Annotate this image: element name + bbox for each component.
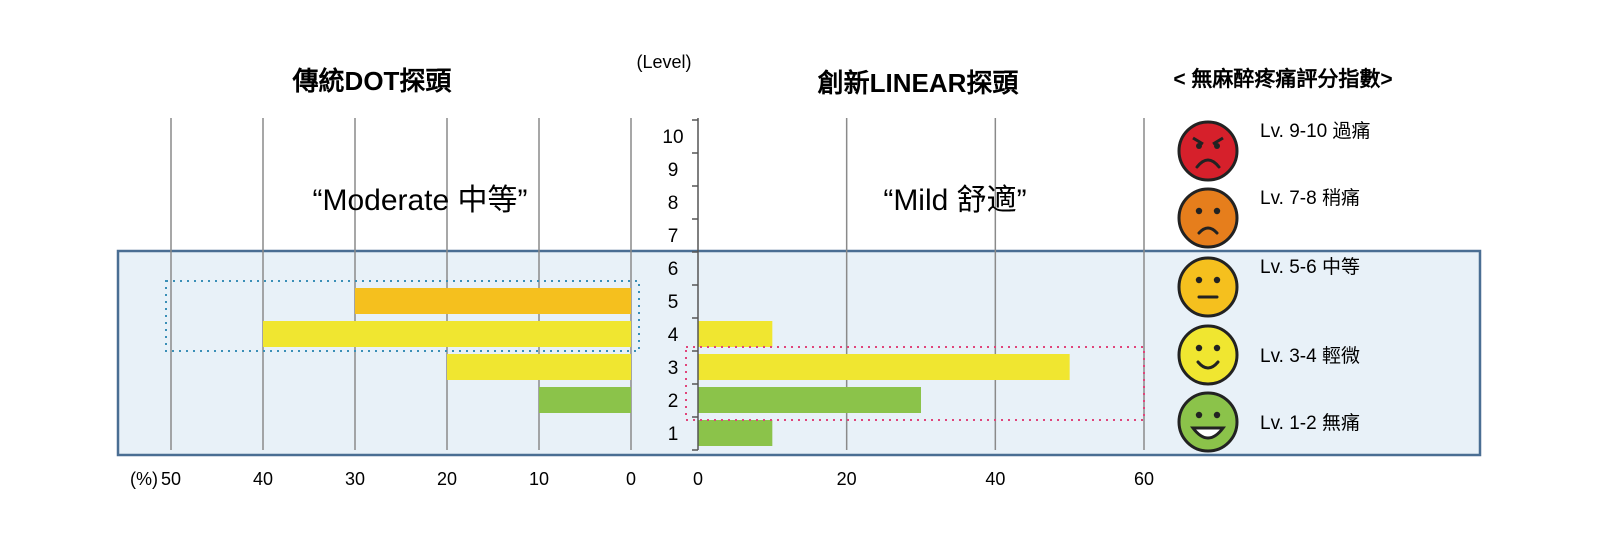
level-tick-label: 9 [668, 160, 679, 181]
legend-item: Lv. 1-2 無痛 [1177, 391, 1360, 453]
face-eye [1213, 276, 1221, 284]
legend-item: Lv. 5-6 中等 [1177, 256, 1360, 318]
left-x-tick-label: 50 [161, 469, 181, 489]
face-eye [1213, 411, 1221, 419]
legend-item: Lv. 9-10 過痛 [1177, 120, 1371, 182]
face-eye [1213, 207, 1221, 215]
bars [263, 288, 1070, 446]
level-tick-label: 3 [668, 358, 679, 379]
face-eye [1195, 207, 1203, 215]
left-panel-title: 傳統DOT探頭 [292, 66, 453, 96]
right-x-tick-label: 40 [985, 469, 1005, 489]
level-tick-label: 6 [668, 259, 679, 280]
legend: Lv. 9-10 過痛 Lv. 7-8 稍痛 Lv. 5-6 中等 Lv. 3-4 輕… [1177, 120, 1371, 453]
level-tick-label: 10 [662, 127, 683, 148]
left-annotation: “Moderate 中等” [312, 184, 527, 217]
level-axis: 1 2 3 4 5 6 7 8 9 10 50 40 30 20 10 0 0 20 40 60 [161, 118, 1154, 489]
legend-item: Lv. 3-4 輕微 [1177, 324, 1360, 386]
face-mouth [1195, 158, 1221, 169]
level-tick-label: 5 [668, 292, 679, 313]
left-bar-level-4 [263, 321, 631, 347]
left-x-tick-label: 20 [437, 469, 457, 489]
right-panel-title: 創新LINEAR探頭 [818, 68, 1020, 98]
level-tick-label: 7 [668, 226, 679, 247]
face-eye [1212, 136, 1224, 146]
right-bar-level-2 [698, 387, 921, 413]
smile-face-icon [1177, 324, 1239, 386]
legend-item-label: Lv. 1-2 無痛 [1260, 412, 1360, 434]
level-tick-label: 4 [668, 325, 679, 346]
face-mouth [1196, 360, 1220, 370]
right-bar-level-1 [698, 420, 773, 446]
right-bar-level-3 [698, 354, 1070, 380]
legend-item-label: Lv. 7-8 稍痛 [1260, 187, 1360, 209]
right-annotation: “Mild 舒適” [883, 184, 1026, 217]
legend-item: Lv. 7-8 稍痛 [1177, 187, 1360, 249]
legend-item-label: Lv. 9-10 過痛 [1260, 120, 1371, 142]
face-eye [1195, 276, 1203, 284]
level-tick-label: 1 [668, 424, 679, 445]
highlight-boxes [165, 280, 1145, 421]
legend-item-label: Lv. 3-4 輕微 [1260, 345, 1360, 367]
right-bar-level-4 [698, 321, 773, 347]
left-x-tick-label: 40 [253, 469, 273, 489]
right-x-tick-label: 20 [837, 469, 857, 489]
face-eye [1213, 344, 1221, 352]
face-eye [1195, 411, 1203, 419]
angry-face-icon [1177, 120, 1239, 182]
sad-face-icon [1177, 187, 1239, 249]
neutral-face-icon [1177, 256, 1239, 318]
left-highlight-box [165, 280, 640, 352]
face-mouth [1197, 226, 1219, 235]
left-x-tick-label: 30 [345, 469, 365, 489]
face-eye [1196, 143, 1202, 149]
left-bar-level-3 [447, 354, 631, 380]
percent-unit-label: (%) [130, 469, 158, 489]
face-eye [1214, 143, 1220, 149]
right-x-tick-label: 60 [1134, 469, 1154, 489]
face-eye [1192, 136, 1204, 146]
level-tick-label: 2 [668, 391, 679, 412]
left-bar-level-2 [539, 387, 631, 413]
face-eye [1195, 344, 1203, 352]
grin-face-icon [1177, 391, 1239, 453]
level-axis-label: (Level) [636, 52, 691, 72]
legend-item-label: Lv. 5-6 中等 [1260, 256, 1360, 278]
left-x-tick-label: 10 [529, 469, 549, 489]
left-bar-level-5 [355, 288, 631, 314]
right-x-tick-label: 0 [693, 469, 703, 489]
face-mouth [1189, 426, 1227, 440]
left-x-tick-label: 0 [626, 469, 636, 489]
legend-title: < 無麻醉疼痛評分指數> [1173, 67, 1392, 91]
level-tick-label: 8 [668, 193, 679, 214]
